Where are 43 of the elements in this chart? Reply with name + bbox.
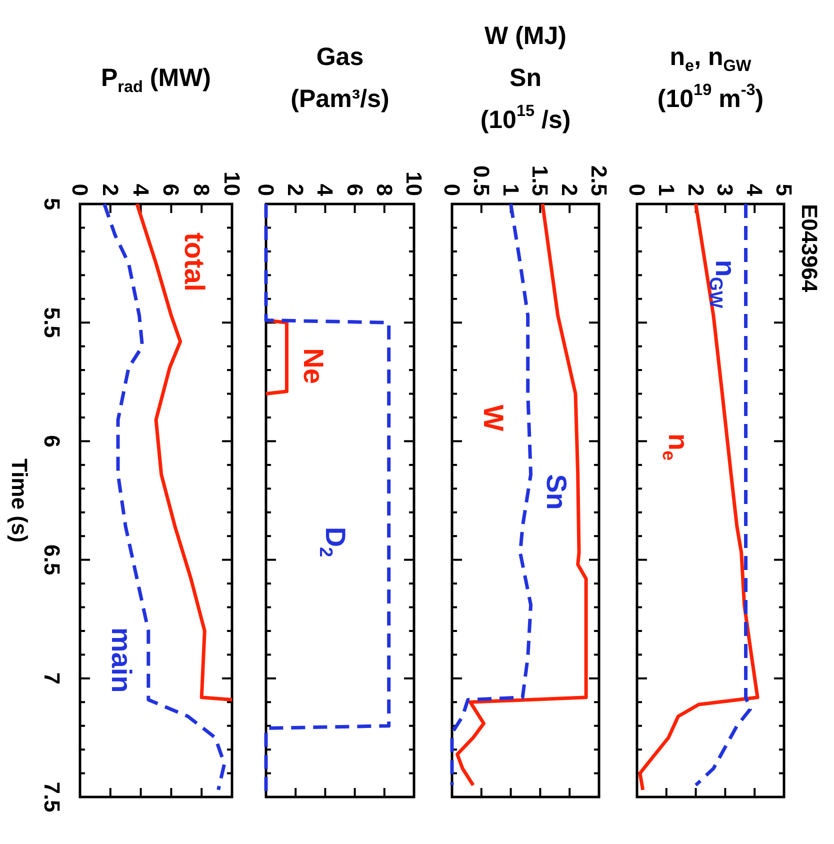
x-axis-title: W (MJ) Sn (10$^{15}$ /s) <box>480 22 571 134</box>
x-tick-label: 0 <box>440 184 464 196</box>
y-tick-label: 6.5 <box>40 544 64 576</box>
x-tick-label: 2 <box>98 184 123 196</box>
x-tick-label: 0 <box>624 184 650 196</box>
y-tick-label: 6 <box>40 435 64 448</box>
x-axis-title: P$_{rad}$ (MW) <box>100 64 212 96</box>
x-tick-label: 1.5 <box>528 165 553 196</box>
x-tick-label: 2 <box>283 184 308 196</box>
y-tick-label: 7.5 <box>40 782 64 812</box>
x-tick-label: 4 <box>128 184 154 197</box>
y-tick-label: 5.5 <box>40 307 64 338</box>
x-tick-label: 0.5 <box>468 165 494 196</box>
x-tick-label: 2 <box>557 184 582 196</box>
x-tick-label: 4 <box>312 184 338 197</box>
x-tick-label: 1 <box>654 184 679 196</box>
y-tick-label: 7 <box>40 672 64 685</box>
x-tick-label: 2.5 <box>586 165 612 196</box>
x-tick-label: 6 <box>158 184 184 196</box>
text: W <box>478 404 510 432</box>
x-tick-label: 8 <box>189 184 214 196</box>
text: E043964 <box>798 204 822 293</box>
text: main <box>106 627 138 693</box>
text: Sn <box>542 474 572 510</box>
line-series <box>102 202 226 792</box>
x-tick-label: 3 <box>712 184 738 196</box>
x-tick-label: 8 <box>372 184 397 196</box>
x-axis-title: Gas (Pam³/s) <box>290 43 390 113</box>
text: n$_{e}$, n$_{GW}$ (10$^{19}$ m$^{-3}$) <box>657 43 764 113</box>
x-tick-label: 5 <box>772 184 796 196</box>
x-tick-label: 4 <box>742 184 768 197</box>
y-tick-label: 5 <box>40 198 64 210</box>
x-tick-label: 0 <box>254 184 278 196</box>
text: Ne <box>298 348 330 384</box>
x-tick-label: 0 <box>68 184 92 196</box>
text: total <box>180 232 210 292</box>
x-tick-label: 6 <box>342 184 368 196</box>
y-axis-title: Time (s) <box>8 458 32 542</box>
line-series <box>135 202 234 702</box>
x-tick-label: 10 <box>402 172 426 196</box>
x-tick-label: 10 <box>220 172 244 196</box>
x-tick-label: 1 <box>498 184 524 196</box>
x-tick-label: 2 <box>683 184 708 196</box>
